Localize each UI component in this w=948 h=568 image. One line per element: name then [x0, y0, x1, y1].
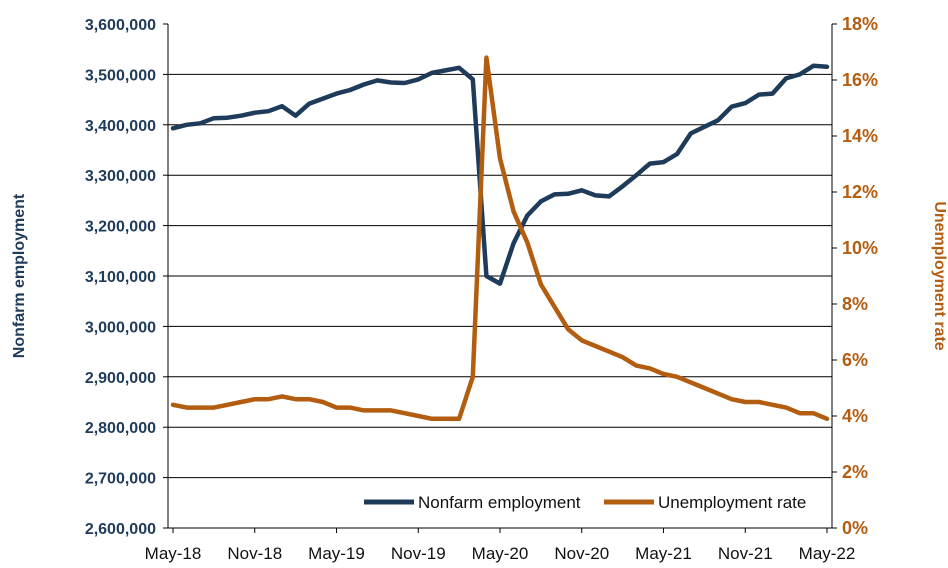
legend-label-unemployment: Unemployment rate: [658, 493, 806, 512]
x-tick-label: May-18: [145, 544, 202, 563]
x-tick-labels: May-18 Nov-18 May-19 Nov-19 May-20 Nov-20 May-…: [145, 528, 856, 563]
x-tick-label: May-21: [635, 544, 692, 563]
y-tick-label-right: 16%: [842, 70, 878, 90]
right-y-tick-labels: 0% 2% 4% 6% 8% 10% 12% 14% 16% 18%: [832, 14, 878, 538]
y-tick-label-right: 18%: [842, 14, 878, 34]
y-tick-label-left: 3,100,000: [85, 269, 156, 286]
y-tick-label-right: 8%: [842, 294, 868, 314]
y-tick-label-right: 12%: [842, 182, 878, 202]
legend: Nonfarm employment Unemployment rate: [364, 493, 806, 512]
y-tick-label-right: 14%: [842, 126, 878, 146]
y-tick-label-left: 3,300,000: [85, 168, 156, 185]
y-tick-label-left: 3,200,000: [85, 219, 156, 236]
series-line-nonfarm-employment: [170, 63, 830, 286]
y-tick-label-right: 4%: [842, 406, 868, 426]
y-tick-label-right: 6%: [842, 350, 868, 370]
y-tick-label-left: 2,600,000: [85, 521, 156, 538]
series-line-unemployment-rate: [170, 55, 830, 422]
y-tick-label-left: 3,400,000: [85, 118, 156, 135]
y-tick-label-left: 3,500,000: [85, 67, 156, 84]
y-axis-title-left: Nonfarm employment: [11, 193, 28, 358]
x-tick-label: May-20: [472, 544, 529, 563]
y-tick-label-right: 10%: [842, 238, 878, 258]
x-tick-label: Nov-20: [554, 544, 609, 563]
y-tick-label-right: 2%: [842, 462, 868, 482]
x-tick-label: Nov-21: [718, 544, 773, 563]
x-tick-label: May-19: [308, 544, 365, 563]
y-tick-label-left: 2,700,000: [85, 471, 156, 488]
x-tick-label: Nov-18: [227, 544, 282, 563]
y-tick-label-left: 3,000,000: [85, 319, 156, 336]
x-tick-label: May-22: [799, 544, 856, 563]
legend-label-nonfarm: Nonfarm employment: [418, 493, 581, 512]
y-axis-title-right: Unemployment rate: [931, 201, 948, 350]
left-y-tick-labels: 2,600,000 2,700,000 2,800,000 2,900,000 3,00…: [85, 17, 168, 538]
y-tick-label-left: 2,900,000: [85, 370, 156, 387]
y-tick-label-left: 3,600,000: [85, 17, 156, 34]
x-tick-label: Nov-19: [391, 544, 446, 563]
y-tick-label-right: 0%: [842, 518, 868, 538]
series-lines: [170, 55, 830, 422]
y-tick-label-left: 2,800,000: [85, 420, 156, 437]
